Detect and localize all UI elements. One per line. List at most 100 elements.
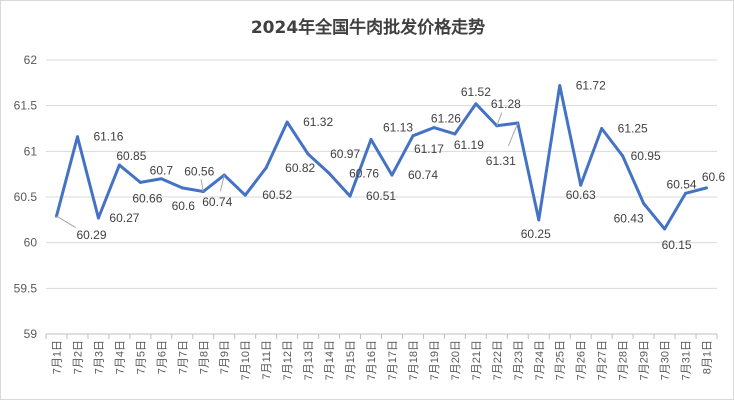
data-point — [411, 134, 415, 138]
x-tick-label: 7月21日 — [471, 340, 483, 380]
data-label: 60.56 — [184, 165, 214, 179]
data-label: 61.17 — [414, 142, 444, 156]
x-tick-label: 7月4日 — [114, 340, 126, 374]
x-tick-label: 7月20日 — [450, 340, 462, 380]
x-tick-label: 7月19日 — [429, 340, 441, 380]
data-point — [96, 216, 100, 220]
data-point — [453, 132, 457, 136]
data-point — [369, 137, 373, 141]
data-label: 60.74 — [202, 195, 232, 209]
x-tick-label: 7月3日 — [93, 340, 105, 374]
data-label: 60.52 — [262, 188, 292, 202]
x-tick-label: 7月22日 — [492, 340, 504, 380]
data-point — [117, 163, 121, 167]
x-tick-label: 7月1日 — [51, 340, 63, 374]
data-label: 61.28 — [491, 97, 521, 111]
x-tick-label: 7月15日 — [345, 340, 357, 380]
data-point — [600, 127, 604, 130]
data-label: 60.43 — [614, 211, 644, 225]
data-label: 61.25 — [618, 122, 648, 136]
data-label: 60.97 — [330, 147, 360, 161]
chart-title: 2024年全国牛肉批发价格走势 — [250, 18, 486, 38]
data-label: 60.7 — [150, 164, 174, 178]
data-point — [642, 201, 646, 205]
data-point — [348, 194, 352, 198]
data-point — [390, 173, 394, 177]
label-leader-line — [56, 215, 76, 229]
data-point — [243, 193, 247, 197]
data-label: 60.6 — [172, 199, 196, 213]
x-tick-label: 7月23日 — [513, 340, 525, 380]
data-label: 60.6 — [702, 170, 726, 184]
data-label: 61.13 — [383, 120, 413, 134]
data-label: 61.26 — [431, 112, 461, 126]
x-tick-label: 7月30日 — [660, 340, 672, 380]
data-label: 60.66 — [132, 191, 162, 205]
data-label: 61.32 — [303, 115, 333, 129]
x-tick-label: 7月25日 — [555, 340, 567, 380]
data-point — [663, 227, 667, 231]
x-tick-label: 7月17日 — [387, 340, 399, 380]
data-point — [327, 171, 331, 175]
x-tick-label: 7月10日 — [240, 340, 252, 380]
x-tick-label: 7月28日 — [618, 340, 630, 380]
data-label: 60.74 — [408, 168, 438, 182]
data-label: 60.15 — [662, 238, 692, 252]
data-point — [159, 177, 163, 181]
data-point — [537, 218, 541, 222]
label-leader-line — [200, 179, 204, 192]
data-point — [306, 152, 310, 156]
y-tick-label: 59.5 — [14, 281, 38, 295]
data-label: 60.85 — [116, 149, 146, 163]
data-label: 60.29 — [76, 228, 106, 242]
data-label: 60.27 — [109, 211, 139, 225]
data-point — [75, 135, 79, 139]
data-label: 60.51 — [366, 189, 396, 203]
data-label: 61.16 — [93, 130, 123, 144]
data-label: 60.54 — [667, 177, 697, 191]
data-label: 60.25 — [521, 227, 551, 241]
data-point — [180, 186, 184, 190]
x-tick-label: 7月14日 — [324, 340, 336, 380]
x-tick-label: 7月8日 — [198, 340, 210, 374]
label-leader-line — [496, 112, 503, 126]
y-tick-label: 60 — [24, 236, 38, 250]
x-tick-label: 7月2日 — [72, 340, 84, 374]
y-tick-label: 61.5 — [14, 99, 38, 113]
y-tick-label: 60.5 — [14, 190, 38, 204]
data-label: 60.82 — [285, 161, 315, 175]
x-tick-label: 7月5日 — [135, 340, 147, 374]
series-line — [55, 84, 707, 231]
x-tick-label: 7月29日 — [639, 340, 651, 380]
data-point — [684, 191, 688, 195]
data-label: 60.76 — [349, 166, 379, 180]
x-tick-label: 7月6日 — [156, 340, 168, 374]
data-point — [138, 180, 142, 184]
data-label: 61.19 — [454, 138, 484, 152]
x-tick-label: 7月7日 — [177, 340, 189, 374]
data-label: 60.95 — [631, 149, 661, 163]
x-tick-label: 7月12日 — [282, 340, 294, 380]
data-point — [579, 183, 583, 187]
label-leader-line — [219, 174, 225, 192]
x-tick-label: 7月11日 — [261, 340, 273, 380]
data-label: 61.52 — [461, 85, 491, 99]
data-label: 60.63 — [566, 188, 596, 202]
x-tick-label: 8月1日 — [702, 340, 714, 374]
data-point — [621, 154, 625, 158]
x-tick-label: 7月16日 — [366, 340, 378, 380]
x-tick-label: 7月27日 — [597, 340, 609, 380]
data-point — [558, 84, 562, 88]
data-point — [264, 166, 268, 170]
x-tick-label: 7月31日 — [681, 340, 693, 380]
x-tick-label: 7月26日 — [576, 340, 588, 380]
data-label: 61.72 — [576, 79, 606, 93]
data-point — [474, 102, 478, 106]
label-leader-line — [507, 122, 519, 147]
x-tick-label: 7月18日 — [408, 340, 420, 380]
x-tick-label: 7月24日 — [534, 340, 546, 380]
data-label: 61.31 — [486, 154, 516, 168]
y-tick-label: 59 — [24, 327, 38, 341]
